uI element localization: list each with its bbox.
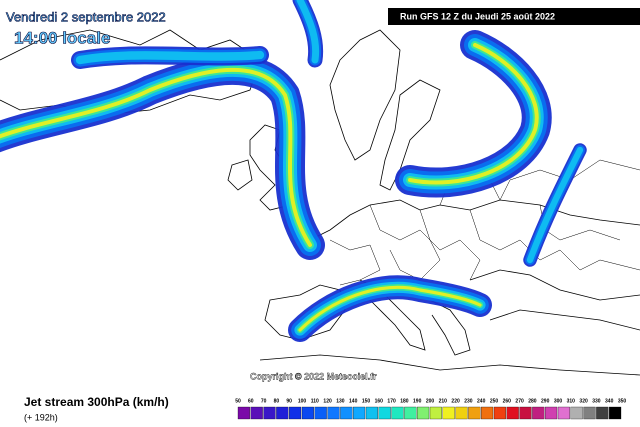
colorbar-label: 140	[349, 398, 358, 404]
jet-band	[75, 50, 265, 65]
colorbar-label: 150	[362, 398, 371, 404]
colorbar-swatch	[519, 406, 532, 420]
colorbar-swatch	[506, 406, 519, 420]
colorbar: 50 60 70 80 90 100 110 120 130 140 150 160 170 180 190…	[235, 398, 627, 420]
colorbar-label: 160	[375, 398, 384, 404]
colorbar-swatch	[327, 406, 340, 420]
date-label: Vendredi 2 septembre 2022	[6, 9, 166, 24]
jet-band	[296, 0, 320, 64]
jet-band	[298, 285, 482, 332]
colorbar-swatch	[532, 406, 545, 420]
colorbar-swatch	[263, 406, 276, 420]
colorbar-swatch	[301, 406, 314, 420]
footer-title: Jet stream 300hPa (km/h)	[24, 395, 169, 409]
colorbar-swatch	[289, 406, 302, 420]
colorbar-swatch	[596, 406, 609, 420]
colorbar-label: 100	[298, 398, 307, 404]
colorbar-label: 350	[618, 398, 627, 404]
colorbar-swatch	[237, 406, 250, 420]
colorbar-swatch	[340, 406, 353, 420]
colorbar-label: 50	[235, 398, 241, 404]
colorbar-label: 180	[400, 398, 409, 404]
footer-lead: (+ 192h)	[24, 412, 58, 422]
colorbar-swatch	[557, 406, 570, 420]
colorbar-swatch	[417, 406, 430, 420]
colorbar-swatch	[468, 406, 481, 420]
colorbar-swatch	[250, 406, 263, 420]
colorbar-swatch	[570, 406, 583, 420]
colorbar-label: 260	[503, 398, 512, 404]
jet-streams	[0, 0, 587, 342]
colorbar-label: 210	[439, 398, 448, 404]
colorbar-swatch	[391, 406, 404, 420]
colorbar-swatch	[314, 406, 327, 420]
colorbar-label: 120	[323, 398, 332, 404]
colorbar-swatch	[276, 406, 289, 420]
colorbar-label: 340	[605, 398, 614, 404]
colorbar-label: 280	[528, 398, 537, 404]
colorbar-label: 190	[413, 398, 422, 404]
colorbar-label: 80	[274, 398, 280, 404]
colorbar-label: 220	[451, 398, 460, 404]
colorbar-label: 310	[567, 398, 576, 404]
colorbar-label: 300	[554, 398, 563, 404]
colorbar-label: 60	[248, 398, 254, 404]
colorbar-swatch	[609, 406, 622, 420]
jet-band	[526, 146, 584, 264]
jet-band	[408, 43, 539, 185]
colorbar-swatch	[455, 406, 468, 420]
colorbar-label: 270	[515, 398, 524, 404]
time-label: 14:00 locale	[14, 28, 110, 47]
colorbar-label: 320	[579, 398, 588, 404]
run-box	[388, 8, 640, 25]
colorbar-swatch	[378, 406, 391, 420]
colorbar-label: 130	[336, 398, 345, 404]
colorbar-label: 240	[477, 398, 486, 404]
colorbar-label: 230	[464, 398, 473, 404]
colorbar-swatch	[429, 406, 442, 420]
jet-band	[0, 67, 312, 247]
run-label: Run GFS 12 Z du Jeudi 25 août 2022	[400, 11, 555, 21]
colorbar-swatch	[583, 406, 596, 420]
colorbar-label: 170	[387, 398, 396, 404]
colorbar-swatch	[442, 406, 455, 420]
colorbar-label: 200	[426, 398, 435, 404]
colorbar-swatch	[481, 406, 494, 420]
colorbar-label: 250	[490, 398, 499, 404]
colorbar-swatch	[353, 406, 366, 420]
colorbar-label: 290	[541, 398, 550, 404]
colorbar-swatch	[365, 406, 378, 420]
colorbar-swatch	[404, 406, 417, 420]
colorbar-label: 70	[261, 398, 267, 404]
colorbar-swatch	[545, 406, 558, 420]
map	[0, 0, 640, 376]
colorbar-label: 90	[286, 398, 292, 404]
copyright: Copyright © 2022 Meteociel.fr	[250, 371, 377, 381]
colorbar-label: 110	[311, 398, 319, 404]
colorbar-swatch	[493, 406, 506, 420]
colorbar-label: 330	[592, 398, 601, 404]
